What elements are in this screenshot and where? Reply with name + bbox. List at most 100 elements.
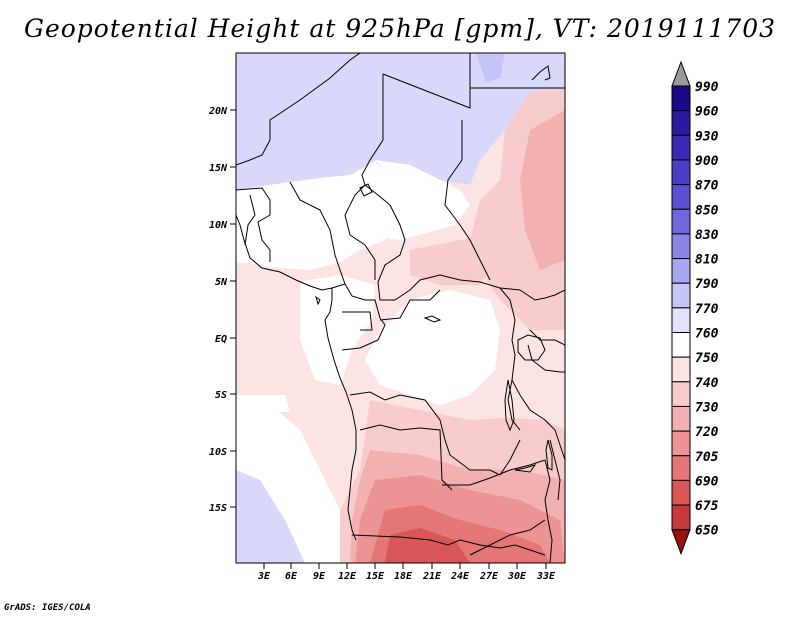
border-southern-2 bbox=[469, 519, 546, 556]
border-north-2 bbox=[361, 74, 391, 206]
field-west-pink bbox=[236, 262, 315, 395]
border-malawi bbox=[549, 439, 561, 501]
lon-tick-label: 21E bbox=[422, 571, 442, 582]
colorbar-swatch bbox=[671, 184, 691, 210]
field-central-pink bbox=[410, 238, 495, 285]
border-west-small bbox=[244, 194, 256, 246]
lat-tick-label: 10S bbox=[209, 447, 227, 458]
border-north-3 bbox=[382, 53, 471, 109]
border-drc-south bbox=[349, 391, 521, 476]
field-north-blue-spot bbox=[476, 53, 505, 82]
border-sudan bbox=[377, 204, 521, 301]
field-congo-white bbox=[365, 290, 500, 405]
field-sahel-white bbox=[375, 160, 470, 240]
colorbar-swatch bbox=[671, 455, 691, 481]
colorbar-swatch bbox=[671, 381, 691, 407]
colorbar-level-label: 750 bbox=[695, 351, 719, 366]
colorbar-level-label: 990 bbox=[695, 80, 719, 95]
colorbar-swatch bbox=[671, 159, 691, 186]
colorbar-level-label: 770 bbox=[695, 302, 719, 317]
colorbar-swatch bbox=[671, 307, 691, 334]
field-west-africa-white bbox=[236, 162, 400, 270]
colorbar-level-label: 900 bbox=[695, 154, 719, 169]
lon-tick-label: 30E bbox=[507, 571, 527, 582]
coastline-west-africa bbox=[236, 214, 346, 291]
lon-tick-label: 33E bbox=[536, 571, 556, 582]
colorbar-level-label: 930 bbox=[695, 129, 719, 144]
longitude-axis: 3E 6E 9E 12E 15E 18E 21E 24E 27E 30E 33E bbox=[257, 563, 556, 582]
colorbar-swatch bbox=[671, 258, 691, 284]
colorbar-level-label: 960 bbox=[695, 105, 719, 120]
colorbar-level-label: 720 bbox=[695, 425, 719, 440]
lon-tick-label: 24E bbox=[450, 571, 470, 582]
border-westafrica-interior bbox=[236, 187, 271, 262]
border-angola bbox=[359, 424, 453, 491]
colorbar-level-label: 675 bbox=[695, 499, 719, 514]
colorbar-level-label: 850 bbox=[695, 203, 719, 218]
border-east-2 bbox=[529, 329, 565, 346]
lon-tick-label: 15E bbox=[366, 571, 385, 582]
border-chad bbox=[344, 184, 376, 280]
credit-footer: GrADS: IGES/COLA bbox=[4, 603, 91, 613]
field-north-lowheight bbox=[236, 53, 565, 190]
colorbar-level-label: 705 bbox=[695, 450, 719, 465]
lat-tick-label: 5N bbox=[215, 277, 228, 288]
colorbar-swatch bbox=[671, 479, 691, 506]
colorbar-bottom-arrow bbox=[671, 529, 691, 556]
lon-tick-label: 9E bbox=[313, 571, 326, 582]
lake-small-2 bbox=[514, 464, 537, 473]
colorbar-swatch bbox=[671, 504, 691, 531]
colorbar-swatch bbox=[671, 208, 691, 235]
border-north-1 bbox=[236, 53, 361, 166]
border-tanzania bbox=[511, 379, 565, 461]
field-southwest-blue bbox=[236, 468, 305, 563]
field-east-pink2 bbox=[520, 110, 565, 270]
border-north-5 bbox=[444, 120, 491, 281]
colorbar-level-label: 650 bbox=[695, 524, 719, 539]
colorbar-swatch bbox=[671, 110, 691, 136]
lake-tanganyika bbox=[504, 379, 515, 432]
border-southern-1 bbox=[351, 534, 501, 549]
lake-chad bbox=[359, 183, 373, 197]
page-title: Geopotential Height at 925hPa [gpm], VT:… bbox=[23, 14, 777, 43]
border-drc-east bbox=[499, 287, 521, 431]
colorbar-level-label: 740 bbox=[695, 376, 719, 391]
geopotential-field bbox=[236, 53, 565, 563]
field-atlantic-white bbox=[236, 395, 340, 563]
colorbar-level-label: 790 bbox=[695, 277, 719, 292]
border-mozambique bbox=[544, 459, 553, 563]
colorbar-level-label: 810 bbox=[695, 253, 719, 268]
border-cameroon bbox=[341, 283, 386, 351]
border-horn bbox=[531, 65, 551, 81]
lon-tick-label: 12E bbox=[338, 571, 357, 582]
colorbar-swatch bbox=[671, 134, 691, 161]
lat-tick-label: 5S bbox=[215, 390, 227, 401]
colorbar-level-label: 830 bbox=[695, 228, 719, 243]
colorbar-swatch bbox=[671, 430, 691, 457]
field-gabon-pink bbox=[260, 395, 290, 412]
lake-small-3 bbox=[315, 295, 321, 306]
lon-tick-label: 27E bbox=[479, 571, 499, 582]
lat-tick-label: 20N bbox=[208, 106, 228, 117]
border-east-1 bbox=[519, 289, 565, 301]
lake-small-1 bbox=[423, 315, 442, 323]
border-nigeria bbox=[289, 181, 346, 285]
colorbar-swatch bbox=[671, 282, 691, 309]
map-frame bbox=[235, 52, 566, 564]
colorbar-swatch bbox=[671, 356, 691, 383]
colorbar-level-label: 760 bbox=[695, 327, 719, 342]
latitude-axis: 20N 15N 10N 5N EQ 5S 10S 15S bbox=[208, 106, 236, 514]
coastline-central-africa bbox=[324, 288, 357, 541]
colorbar-swatch bbox=[671, 233, 691, 260]
border-zambia bbox=[442, 459, 546, 486]
colorbar-level-label: 690 bbox=[695, 474, 719, 489]
lat-tick-label: 10N bbox=[209, 220, 228, 231]
lake-malawi bbox=[545, 439, 553, 471]
colorbar-swatch bbox=[671, 405, 691, 432]
colorbar-swatch bbox=[671, 332, 691, 358]
border-zimbabwe bbox=[499, 544, 546, 556]
lon-tick-label: 3E bbox=[257, 571, 271, 582]
border-congo bbox=[379, 289, 441, 321]
colorbar-top-arrow bbox=[671, 60, 691, 87]
